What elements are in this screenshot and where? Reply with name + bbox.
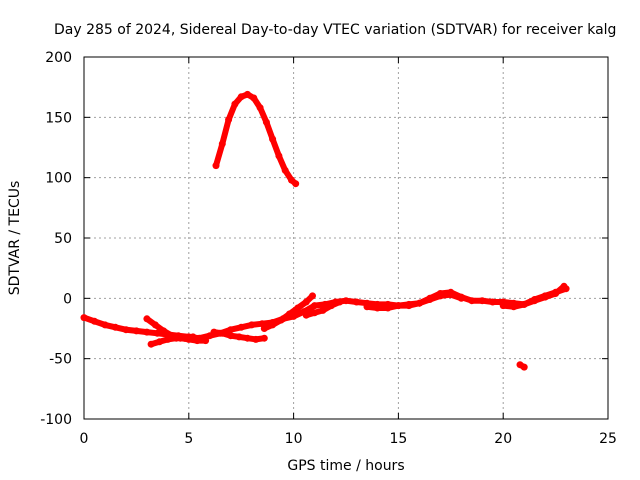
y-tick-label: -50: [49, 352, 72, 368]
y-tick-label: 0: [63, 291, 72, 307]
data-point: [80, 314, 88, 322]
data-point: [415, 299, 423, 307]
data-point: [160, 327, 168, 335]
data-point: [447, 291, 455, 299]
data-point: [384, 304, 392, 312]
axis-ticks: 0 5 10 15 20 25 -100 -50 0 50 100 150 200: [40, 50, 617, 447]
data-point: [342, 297, 350, 305]
data-point: [244, 90, 251, 98]
data-point: [311, 302, 319, 310]
data-point: [143, 315, 151, 323]
data-point: [101, 321, 109, 329]
data-point: [164, 335, 172, 343]
x-tick-label: 25: [599, 431, 617, 447]
data-point: [319, 306, 327, 314]
data-point: [189, 333, 197, 341]
data-point: [426, 296, 434, 303]
data-point: [294, 304, 302, 312]
y-tick-label: 200: [45, 50, 72, 66]
data-point: [302, 311, 310, 319]
data-point: [202, 337, 210, 345]
data-point: [151, 321, 159, 329]
x-tick-label: 0: [80, 431, 89, 447]
x-axis-label: GPS time / hours: [287, 458, 404, 474]
series-group: [80, 90, 570, 371]
data-point: [262, 118, 270, 126]
data-point: [275, 152, 283, 160]
data-point: [336, 298, 344, 306]
data-point: [260, 325, 268, 332]
data-point: [353, 298, 360, 306]
data-point: [394, 302, 402, 310]
x-tick-label: 15: [389, 431, 407, 447]
chart-title: Day 285 of 2024, Sidereal Day-to-day VTE…: [54, 22, 616, 38]
data-point: [237, 93, 245, 101]
data-point: [269, 135, 277, 143]
data-point: [147, 340, 155, 348]
data-point: [235, 333, 243, 341]
grid: [84, 57, 608, 419]
data-point: [237, 323, 245, 331]
data-point: [227, 326, 235, 334]
data-point: [256, 104, 264, 112]
data-point: [405, 300, 413, 308]
data-point: [363, 303, 371, 311]
data-point: [457, 294, 465, 302]
data-point: [172, 334, 180, 342]
data-point: [260, 334, 268, 342]
data-point: [560, 282, 568, 290]
data-point: [327, 302, 335, 310]
series-arc-late: [364, 291, 465, 311]
data-point: [292, 180, 300, 188]
data-point: [277, 316, 285, 324]
data-point: [489, 298, 497, 306]
y-tick-label: 50: [54, 231, 72, 247]
data-point: [311, 309, 319, 317]
data-point: [227, 332, 235, 340]
data-point: [132, 327, 140, 335]
data-point: [552, 290, 560, 297]
data-point: [373, 304, 381, 312]
data-point: [91, 317, 98, 325]
data-point: [250, 94, 258, 102]
data-point: [218, 329, 226, 337]
data-point: [252, 335, 260, 343]
data-point: [153, 329, 161, 337]
data-point: [225, 116, 233, 124]
y-tick-label: 150: [45, 110, 72, 126]
y-axis-label: SDTVAR / TECUs: [7, 181, 23, 296]
x-tick-label: 20: [494, 431, 512, 447]
data-point: [111, 323, 119, 331]
data-point: [122, 326, 130, 334]
data-point: [143, 328, 151, 336]
data-point: [181, 334, 189, 342]
data-point: [309, 292, 316, 300]
data-point: [520, 363, 528, 371]
data-point: [269, 321, 277, 329]
data-point: [244, 334, 251, 342]
x-tick-label: 5: [184, 431, 193, 447]
data-point: [531, 297, 539, 305]
data-point: [499, 302, 507, 310]
data-point: [436, 292, 444, 300]
data-point: [478, 297, 486, 305]
y-tick-label: 100: [45, 171, 72, 187]
data-point: [541, 293, 549, 301]
data-point: [231, 100, 239, 108]
data-point: [281, 166, 289, 174]
data-point: [248, 321, 256, 329]
data-point: [285, 310, 293, 318]
y-tick-label: -100: [40, 412, 72, 428]
data-point: [510, 303, 518, 311]
data-point: [468, 297, 476, 305]
x-tick-label: 10: [285, 431, 303, 447]
data-point: [218, 140, 226, 148]
data-point: [212, 162, 220, 170]
data-point: [520, 300, 528, 308]
data-point: [210, 328, 218, 336]
data-point: [302, 298, 310, 306]
data-point: [156, 338, 163, 346]
